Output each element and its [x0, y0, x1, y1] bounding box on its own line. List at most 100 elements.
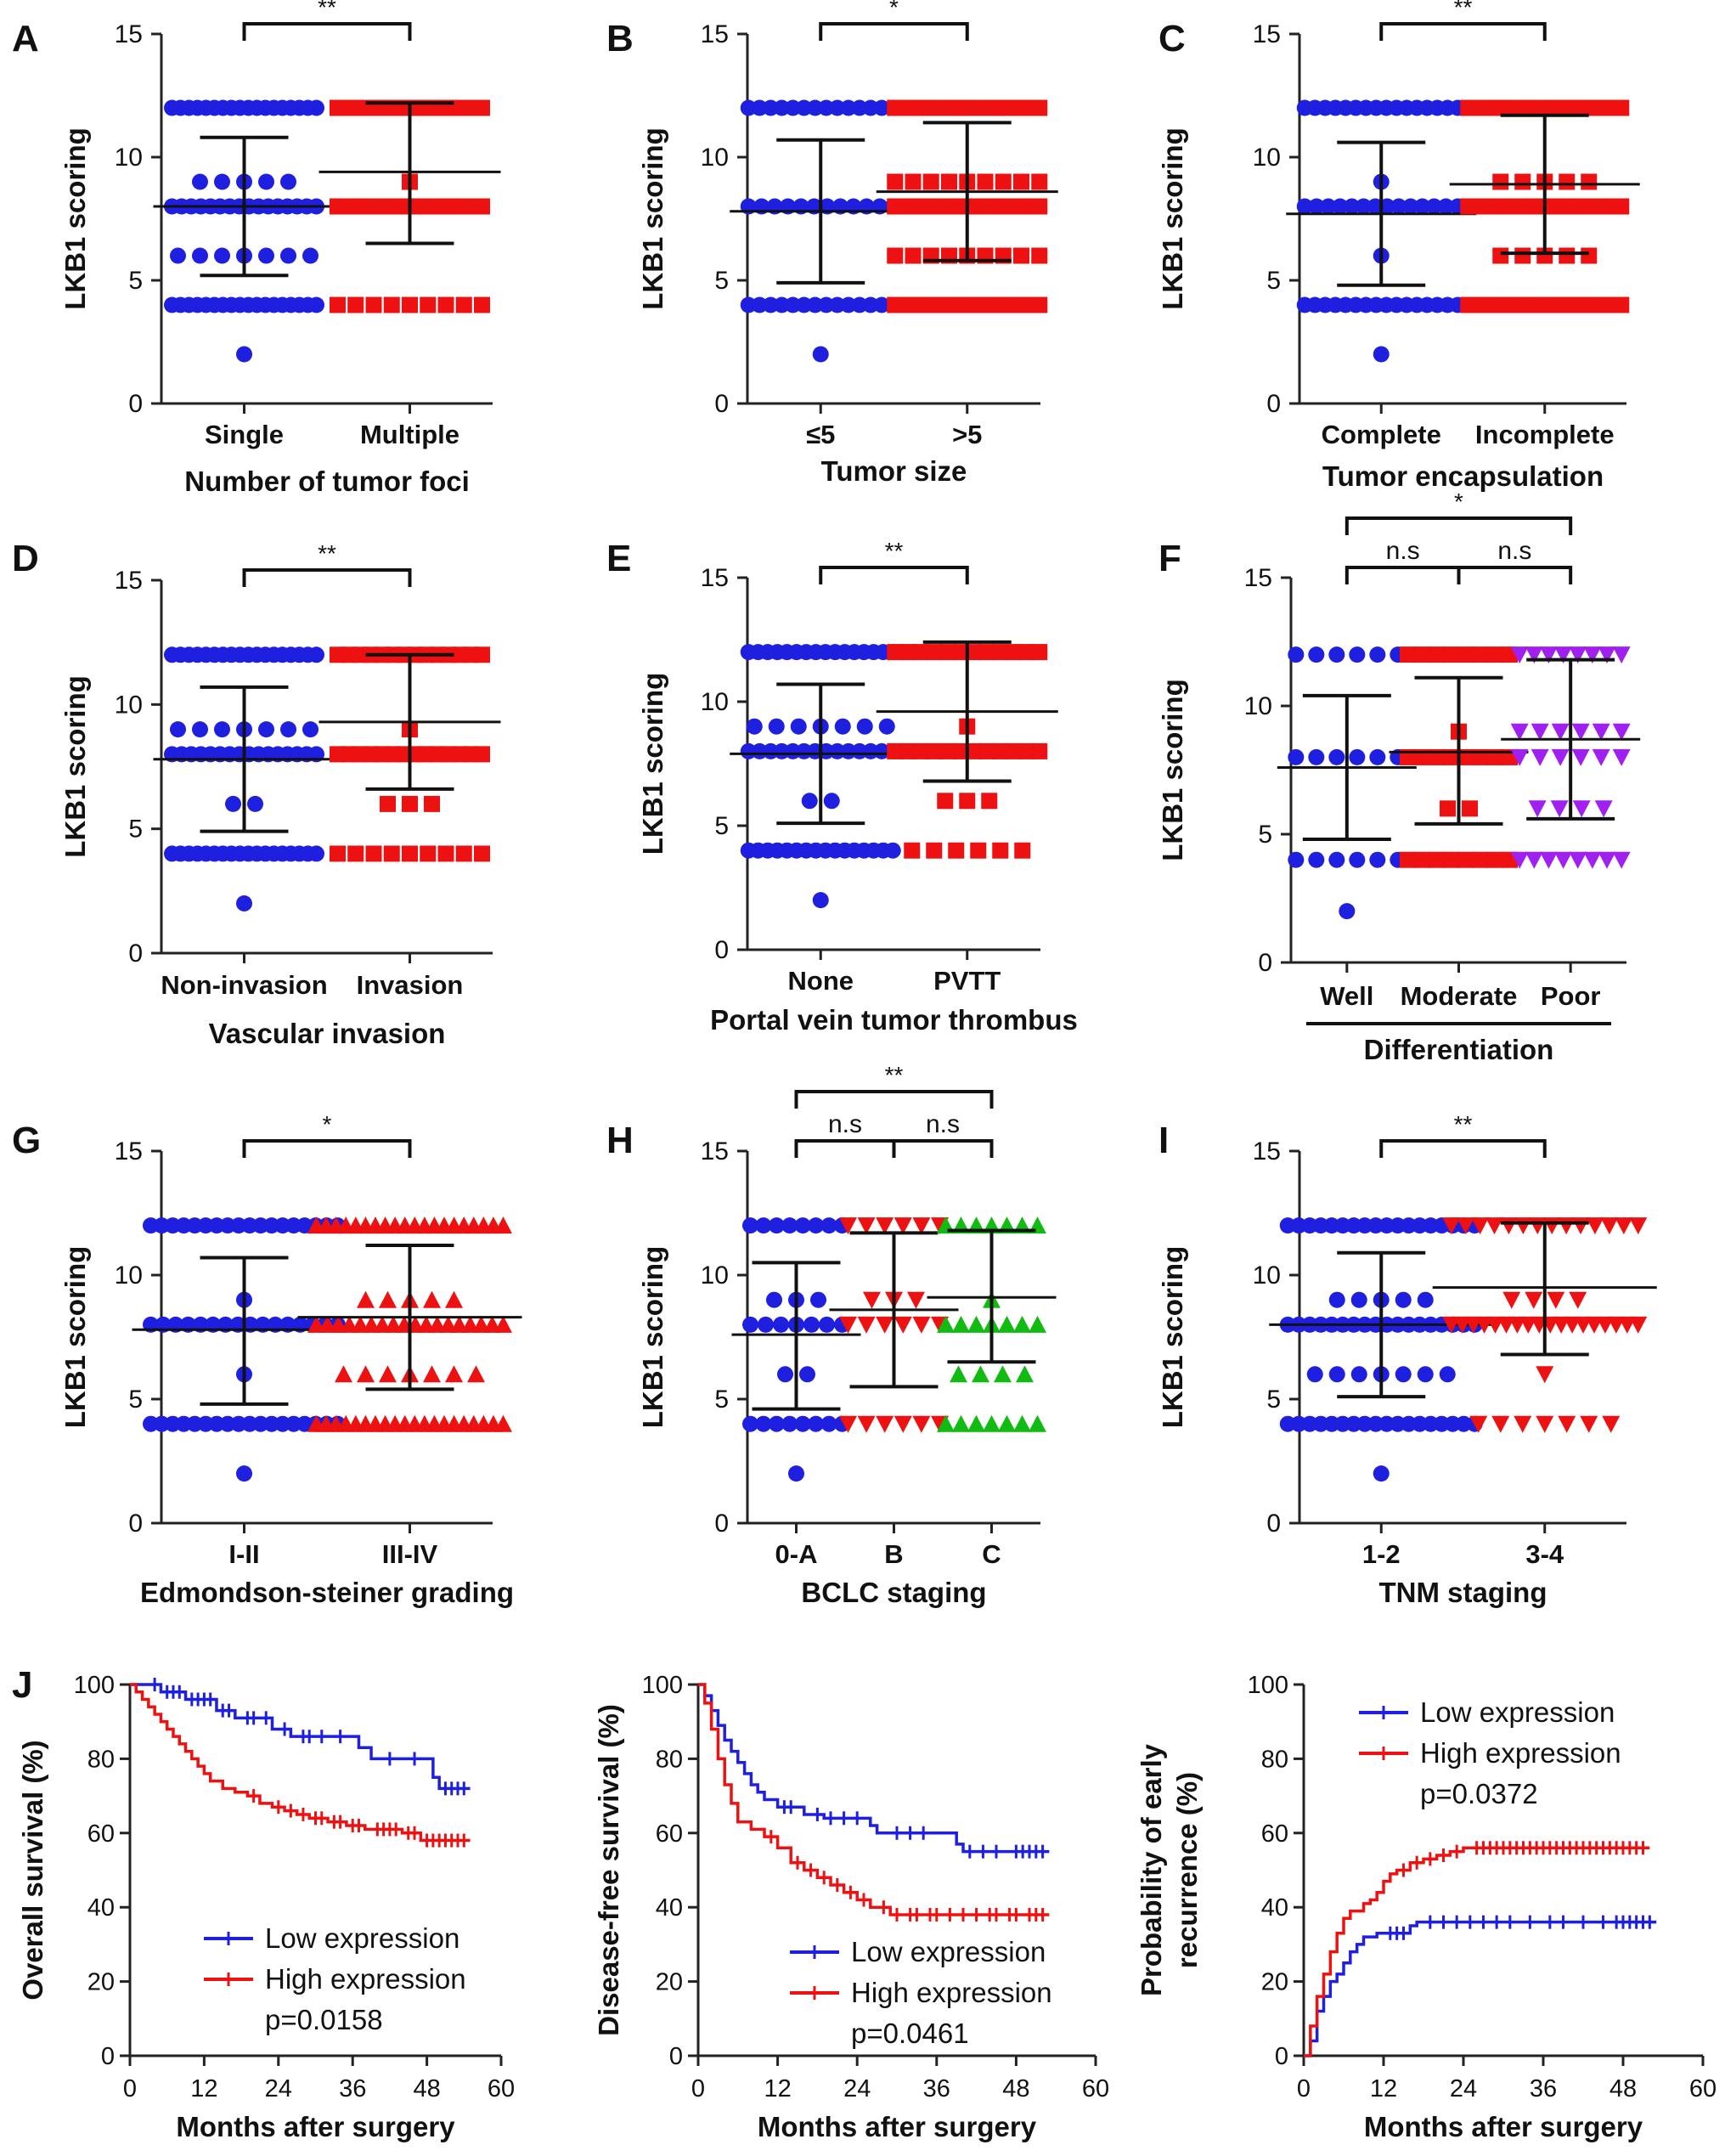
x-tick-label: 36 — [1530, 2075, 1557, 2102]
data-point — [1457, 851, 1474, 868]
data-point — [1367, 198, 1384, 215]
y-tick-label: 80 — [1261, 1746, 1288, 1773]
data-point — [820, 1217, 837, 1234]
y-tick-label: 15 — [1244, 564, 1272, 592]
x-axis-title: BCLC staging — [801, 1577, 986, 1608]
data-point — [1510, 748, 1529, 766]
data-point — [1031, 296, 1048, 313]
panel-letter-b: B — [606, 18, 634, 59]
data-point — [755, 1415, 772, 1432]
y-tick-label: 15 — [115, 1137, 143, 1165]
data-point — [873, 742, 890, 759]
data-point — [785, 742, 802, 759]
data-point — [742, 1415, 758, 1432]
y-tick-label: 100 — [642, 1672, 683, 1699]
data-point — [878, 718, 895, 735]
data-point — [280, 173, 296, 190]
data-point — [1014, 842, 1031, 859]
y-tick-label: 15 — [701, 564, 729, 592]
data-point — [1443, 646, 1460, 663]
y-tick-label: 40 — [656, 1894, 683, 1922]
data-point — [357, 1365, 375, 1383]
chart-e: 0 5 10 15 None PVTT LKB1 scoring Portal vein tu… — [637, 538, 1078, 1036]
y-tick-label: 10 — [701, 144, 729, 172]
data-point — [494, 1315, 512, 1333]
data-point — [1355, 198, 1372, 215]
series-line-1 — [698, 1683, 1050, 1854]
data-point — [1598, 851, 1616, 869]
data-point — [1580, 1415, 1598, 1433]
data-point — [777, 1366, 793, 1383]
data-point — [1369, 748, 1386, 765]
y-tick-label: 60 — [656, 1820, 683, 1848]
panel-letter-c: C — [1158, 18, 1186, 59]
data-point — [857, 1217, 876, 1235]
data-point — [214, 173, 230, 190]
x-tick-label: 1-2 — [1362, 1539, 1401, 1569]
data-point — [258, 247, 274, 264]
x-axis-title: Edmondson-steiner grading — [140, 1577, 514, 1608]
y-tick-label: 0 — [1266, 1510, 1281, 1538]
data-point — [1583, 646, 1602, 664]
group-2 — [1389, 646, 1529, 868]
data-point — [1005, 644, 1022, 661]
data-point — [1013, 173, 1029, 190]
y-tick-label: 80 — [87, 1746, 115, 1773]
significance-bracket — [819, 566, 969, 584]
data-point — [818, 99, 835, 116]
group-1 — [1277, 646, 1417, 920]
data-point — [884, 842, 901, 859]
data-point — [1308, 748, 1325, 765]
data-point — [840, 99, 857, 116]
y-axis-title: Probability of early — [1136, 1743, 1167, 1996]
x-tick-label: 24 — [843, 2075, 871, 2102]
data-point — [474, 296, 490, 313]
data-point — [1373, 1465, 1390, 1482]
y-axis-title: LKB1 scoring — [637, 1246, 668, 1429]
y-tick-label: 10 — [1244, 692, 1272, 720]
data-point — [742, 1217, 758, 1234]
data-point — [1350, 1366, 1367, 1383]
data-point — [863, 1291, 881, 1309]
data-point — [474, 746, 490, 763]
data-point — [856, 718, 873, 735]
data-point — [1514, 1415, 1532, 1433]
data-point — [937, 1414, 955, 1432]
data-point — [1018, 742, 1034, 759]
data-point — [258, 721, 274, 738]
data-point — [742, 1316, 758, 1333]
data-point — [445, 1365, 463, 1383]
data-point — [258, 173, 274, 190]
data-point — [445, 1290, 463, 1308]
data-point — [913, 742, 930, 759]
data-point — [236, 1465, 252, 1482]
data-point — [907, 1291, 925, 1309]
chart-f: 0 5 10 15 Well Moderate Poor LKB1 scoring Differ… — [1157, 488, 1641, 1065]
significance-bracket — [242, 22, 412, 41]
data-point — [862, 296, 879, 313]
data-point — [280, 721, 296, 738]
data-point — [983, 1414, 1001, 1432]
data-point — [796, 99, 813, 116]
panel-letter-d: D — [12, 538, 39, 579]
data-point — [1550, 800, 1569, 818]
data-point — [1602, 1415, 1621, 1433]
data-point — [1547, 1291, 1565, 1309]
data-point — [1320, 198, 1337, 215]
data-point — [1029, 1414, 1046, 1432]
y-tick-label: 15 — [115, 20, 143, 48]
chart-i: 0 5 10 15 1-2 3-4 LKB1 scoring TNM staging ** — [1157, 1111, 1657, 1608]
data-point — [335, 1365, 352, 1383]
data-point — [1013, 247, 1029, 264]
data-point — [939, 742, 956, 759]
data-point — [1572, 800, 1591, 818]
data-point — [952, 1315, 970, 1333]
y-tick-label: 5 — [1266, 267, 1281, 295]
significance-label: * — [889, 0, 899, 20]
data-point — [1592, 748, 1610, 766]
data-point — [1569, 1291, 1587, 1309]
data-point — [1350, 1291, 1367, 1308]
data-point — [998, 1414, 1016, 1432]
data-point — [1510, 646, 1529, 664]
data-point — [1031, 198, 1048, 215]
